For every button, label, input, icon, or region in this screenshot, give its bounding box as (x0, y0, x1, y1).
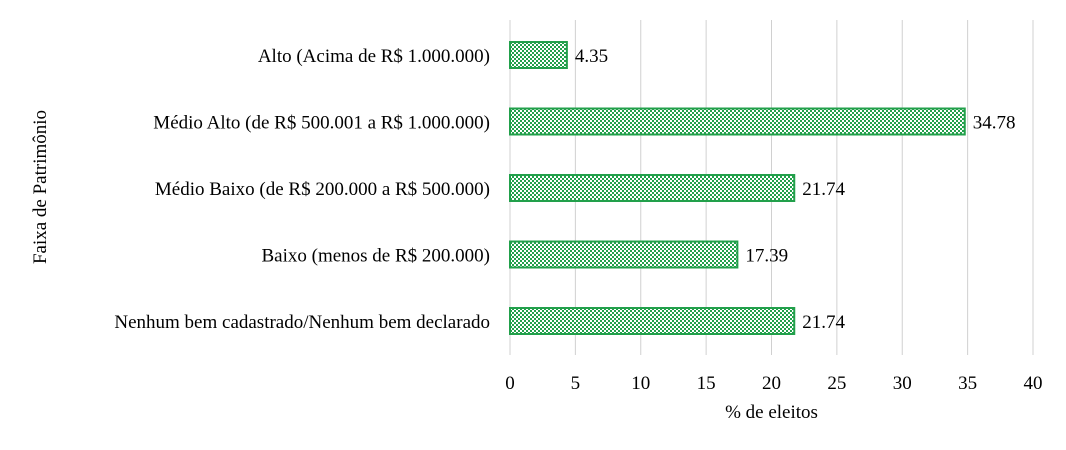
x-tick-label: 20 (762, 373, 781, 394)
data-label: 34.78 (973, 113, 1016, 134)
x-axis-ticks: 0 5 10 15 20 25 30 35 40 (505, 373, 1042, 394)
bars (509, 41, 966, 335)
category-label: Baixo (menos de R$ 200.000) (261, 246, 490, 267)
x-tick-label: 30 (893, 373, 912, 394)
bar (509, 41, 568, 69)
x-tick-label: 40 (1024, 373, 1043, 394)
bar (509, 307, 796, 335)
bar (509, 174, 796, 202)
data-labels: 4.35 34.78 21.74 17.39 21.74 (575, 46, 1016, 333)
category-labels: Alto (Acima de R$ 1.000.000) Médio Alto (… (114, 46, 490, 333)
bar (509, 240, 739, 269)
x-tick-label: 25 (827, 373, 846, 394)
x-tick-label: 0 (505, 373, 515, 394)
category-label: Médio Baixo (de R$ 200.000 a R$ 500.000) (155, 179, 490, 200)
category-label: Nenhum bem cadastrado/Nenhum bem declara… (114, 312, 490, 333)
data-label: 4.35 (575, 46, 608, 67)
data-label: 21.74 (802, 312, 845, 333)
data-label: 17.39 (745, 246, 788, 267)
x-tick-label: 35 (958, 373, 977, 394)
x-axis-title: % de eleitos (725, 402, 818, 423)
x-tick-label: 10 (631, 373, 650, 394)
x-tick-label: 15 (697, 373, 716, 394)
category-label: Alto (Acima de R$ 1.000.000) (258, 46, 490, 67)
bar (509, 107, 966, 136)
x-tick-label: 5 (571, 373, 581, 394)
category-label: Médio Alto (de R$ 500.001 a R$ 1.000.000… (153, 113, 490, 134)
y-axis-title: Faixa de Patrimônio (30, 110, 51, 264)
data-label: 21.74 (802, 179, 845, 200)
